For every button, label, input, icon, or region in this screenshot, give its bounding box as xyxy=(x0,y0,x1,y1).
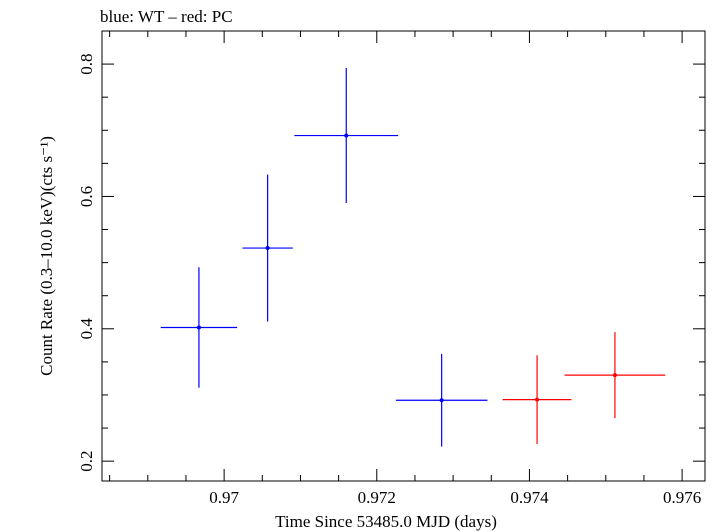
point-marker xyxy=(196,325,201,330)
point-marker xyxy=(535,397,540,402)
plot-frame xyxy=(101,30,706,482)
data-marks xyxy=(160,68,666,447)
x-tick-label: 0.976 xyxy=(663,488,701,507)
y-tick-label: 0.8 xyxy=(77,53,96,74)
data-point xyxy=(294,68,399,204)
point-marker xyxy=(612,373,617,378)
y-tick-label: 0.4 xyxy=(77,318,96,340)
data-point xyxy=(160,267,238,388)
y-tick-label: 0.2 xyxy=(77,451,96,472)
x-tick-label: 0.974 xyxy=(510,488,549,507)
data-point xyxy=(502,355,572,444)
data-point xyxy=(564,332,666,419)
chart-title: blue: WT – red: PC xyxy=(100,7,233,26)
data-point xyxy=(395,353,488,447)
data-point xyxy=(242,174,293,322)
x-axis-label: Time Since 53485.0 MJD (days) xyxy=(275,512,497,531)
point-marker xyxy=(265,246,270,251)
point-marker xyxy=(344,133,349,138)
point-marker xyxy=(439,398,444,403)
x-tick-label: 0.972 xyxy=(358,488,396,507)
y-axis-label: Count Rate (0.3–10.0 keV)(cts s⁻¹) xyxy=(37,136,56,376)
axes: 0.97 0.972 0.974 0.976 0.2 0.4 0.6 0.8 xyxy=(77,30,705,507)
y-tick-label: 0.6 xyxy=(77,186,96,207)
x-tick-label: 0.97 xyxy=(209,488,239,507)
